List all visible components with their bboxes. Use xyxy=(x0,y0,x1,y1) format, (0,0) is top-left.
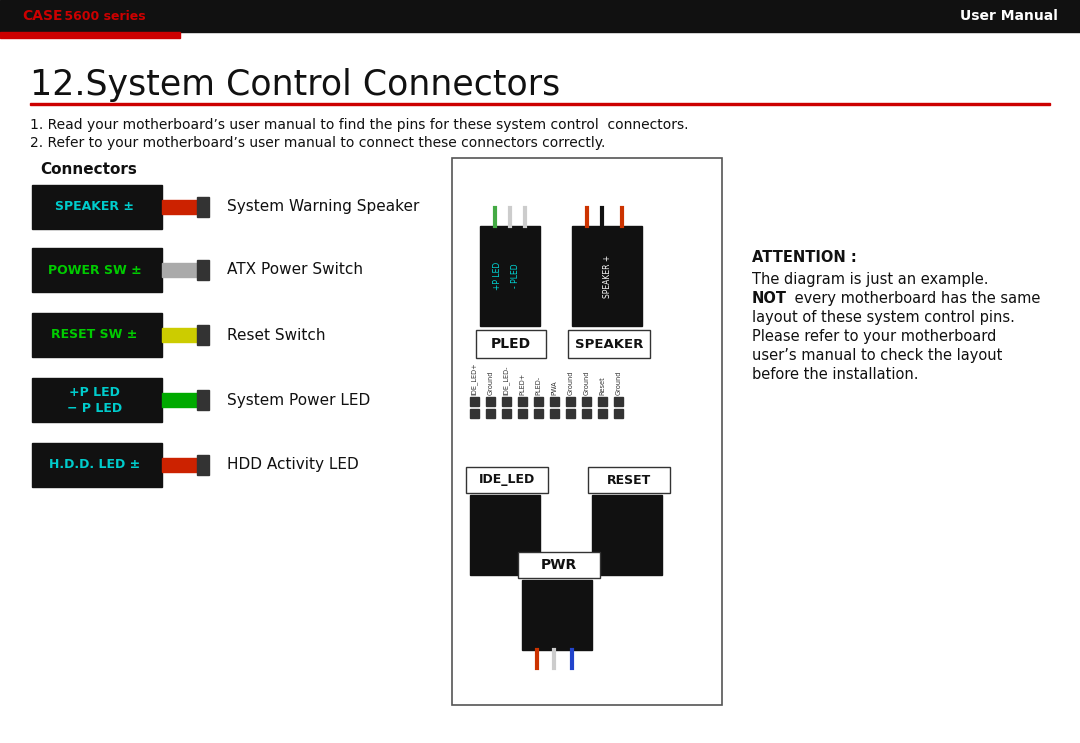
Bar xyxy=(476,330,546,358)
Text: PWR: PWR xyxy=(541,558,577,572)
Text: 17: 17 xyxy=(530,718,550,733)
Text: System Warning Speaker: System Warning Speaker xyxy=(227,200,419,215)
Bar xyxy=(197,455,210,475)
Bar xyxy=(0,32,180,38)
Text: − P LED: − P LED xyxy=(67,401,122,415)
Bar xyxy=(502,409,511,418)
Bar xyxy=(518,409,527,418)
Text: RESET SW ±: RESET SW ± xyxy=(51,328,137,342)
Bar xyxy=(470,409,480,418)
Bar xyxy=(518,552,600,578)
Bar xyxy=(162,393,197,407)
Text: before the installation.: before the installation. xyxy=(752,367,918,382)
Text: - PLED: - PLED xyxy=(512,264,521,288)
Bar xyxy=(162,458,197,472)
Text: ATX Power Switch: ATX Power Switch xyxy=(227,262,363,277)
Bar xyxy=(502,397,511,406)
Bar xyxy=(32,185,162,229)
Bar xyxy=(566,409,575,418)
Bar xyxy=(0,708,1080,743)
Text: layout of these system control pins.: layout of these system control pins. xyxy=(752,310,1015,325)
Text: 12.System Control Connectors: 12.System Control Connectors xyxy=(30,68,561,102)
Text: POWER SW ±: POWER SW ± xyxy=(48,264,141,276)
Text: NOT: NOT xyxy=(752,291,787,306)
Bar xyxy=(598,409,607,418)
Bar xyxy=(598,397,607,406)
Bar xyxy=(470,397,480,406)
Text: every motherboard has the same: every motherboard has the same xyxy=(789,291,1040,306)
Bar xyxy=(592,495,662,575)
Bar xyxy=(582,397,591,406)
Text: Ground: Ground xyxy=(583,371,590,395)
Bar xyxy=(568,330,650,358)
Bar xyxy=(32,313,162,357)
Bar xyxy=(522,580,592,650)
Text: PLED-: PLED- xyxy=(536,376,541,395)
Bar xyxy=(550,397,559,406)
Bar xyxy=(486,397,495,406)
Bar xyxy=(480,226,540,326)
Text: The diagram is just an example.: The diagram is just an example. xyxy=(752,272,988,287)
Text: SPEAKER: SPEAKER xyxy=(575,337,644,351)
Bar xyxy=(32,378,162,422)
Text: HDD Activity LED: HDD Activity LED xyxy=(227,458,359,473)
Text: IDE_LED-: IDE_LED- xyxy=(503,366,510,395)
Text: Reset: Reset xyxy=(599,376,606,395)
Text: Reset Switch: Reset Switch xyxy=(227,328,325,343)
Text: SPEAKER ±: SPEAKER ± xyxy=(55,201,134,213)
Text: H.D.D. LED ±: H.D.D. LED ± xyxy=(49,458,140,472)
Text: System Power LED: System Power LED xyxy=(227,392,370,407)
Bar xyxy=(572,226,642,326)
Bar xyxy=(32,443,162,487)
Bar xyxy=(470,495,540,575)
Text: ATTENTION :: ATTENTION : xyxy=(752,250,856,265)
Text: Connectors: Connectors xyxy=(40,162,137,177)
Text: Ground: Ground xyxy=(567,371,573,395)
Bar xyxy=(30,103,1050,105)
Bar xyxy=(534,397,543,406)
Bar xyxy=(615,409,623,418)
Text: PLED+: PLED+ xyxy=(519,373,526,395)
Bar xyxy=(518,397,527,406)
Bar xyxy=(197,260,210,280)
Bar xyxy=(486,409,495,418)
Bar xyxy=(566,397,575,406)
Text: © 2004-2006 Rosewill Inc. All rights reserved by Rosewill: © 2004-2006 Rosewill Inc. All rights res… xyxy=(740,721,1058,731)
Bar xyxy=(162,263,197,277)
Bar xyxy=(162,200,197,214)
Bar xyxy=(582,409,591,418)
Text: PLED: PLED xyxy=(491,337,531,351)
Text: IDE_LED: IDE_LED xyxy=(478,473,535,487)
Bar xyxy=(162,328,197,342)
Bar xyxy=(550,409,559,418)
Bar xyxy=(453,158,723,705)
Text: +P LED: +P LED xyxy=(494,262,502,290)
Text: +P LED: +P LED xyxy=(69,386,120,400)
Bar xyxy=(197,325,210,345)
Bar xyxy=(197,390,210,410)
Bar xyxy=(197,197,210,217)
Text: user’s manual to check the layout: user’s manual to check the layout xyxy=(752,348,1002,363)
Text: 1. Read your motherboard’s user manual to find the pins for these system control: 1. Read your motherboard’s user manual t… xyxy=(30,118,689,132)
Bar xyxy=(615,397,623,406)
Text: CASE: CASE xyxy=(22,9,63,23)
Text: User Manual: User Manual xyxy=(960,9,1058,23)
Bar xyxy=(588,467,670,493)
Text: Ground: Ground xyxy=(487,371,494,395)
Bar xyxy=(465,467,548,493)
Text: Please refer to your motherboard: Please refer to your motherboard xyxy=(752,329,997,344)
Text: RESET: RESET xyxy=(607,473,651,487)
Text: SPEAKER +: SPEAKER + xyxy=(603,254,611,298)
Bar xyxy=(534,409,543,418)
Text: 2. Refer to your motherboard’s user manual to connect these connectors correctly: 2. Refer to your motherboard’s user manu… xyxy=(30,136,606,150)
Text: IDE_LED+: IDE_LED+ xyxy=(471,363,477,395)
Text: 5600 series: 5600 series xyxy=(60,10,146,22)
Bar xyxy=(32,248,162,292)
Bar xyxy=(0,0,1080,32)
Text: PWA: PWA xyxy=(552,380,557,395)
Text: Ground: Ground xyxy=(616,371,621,395)
